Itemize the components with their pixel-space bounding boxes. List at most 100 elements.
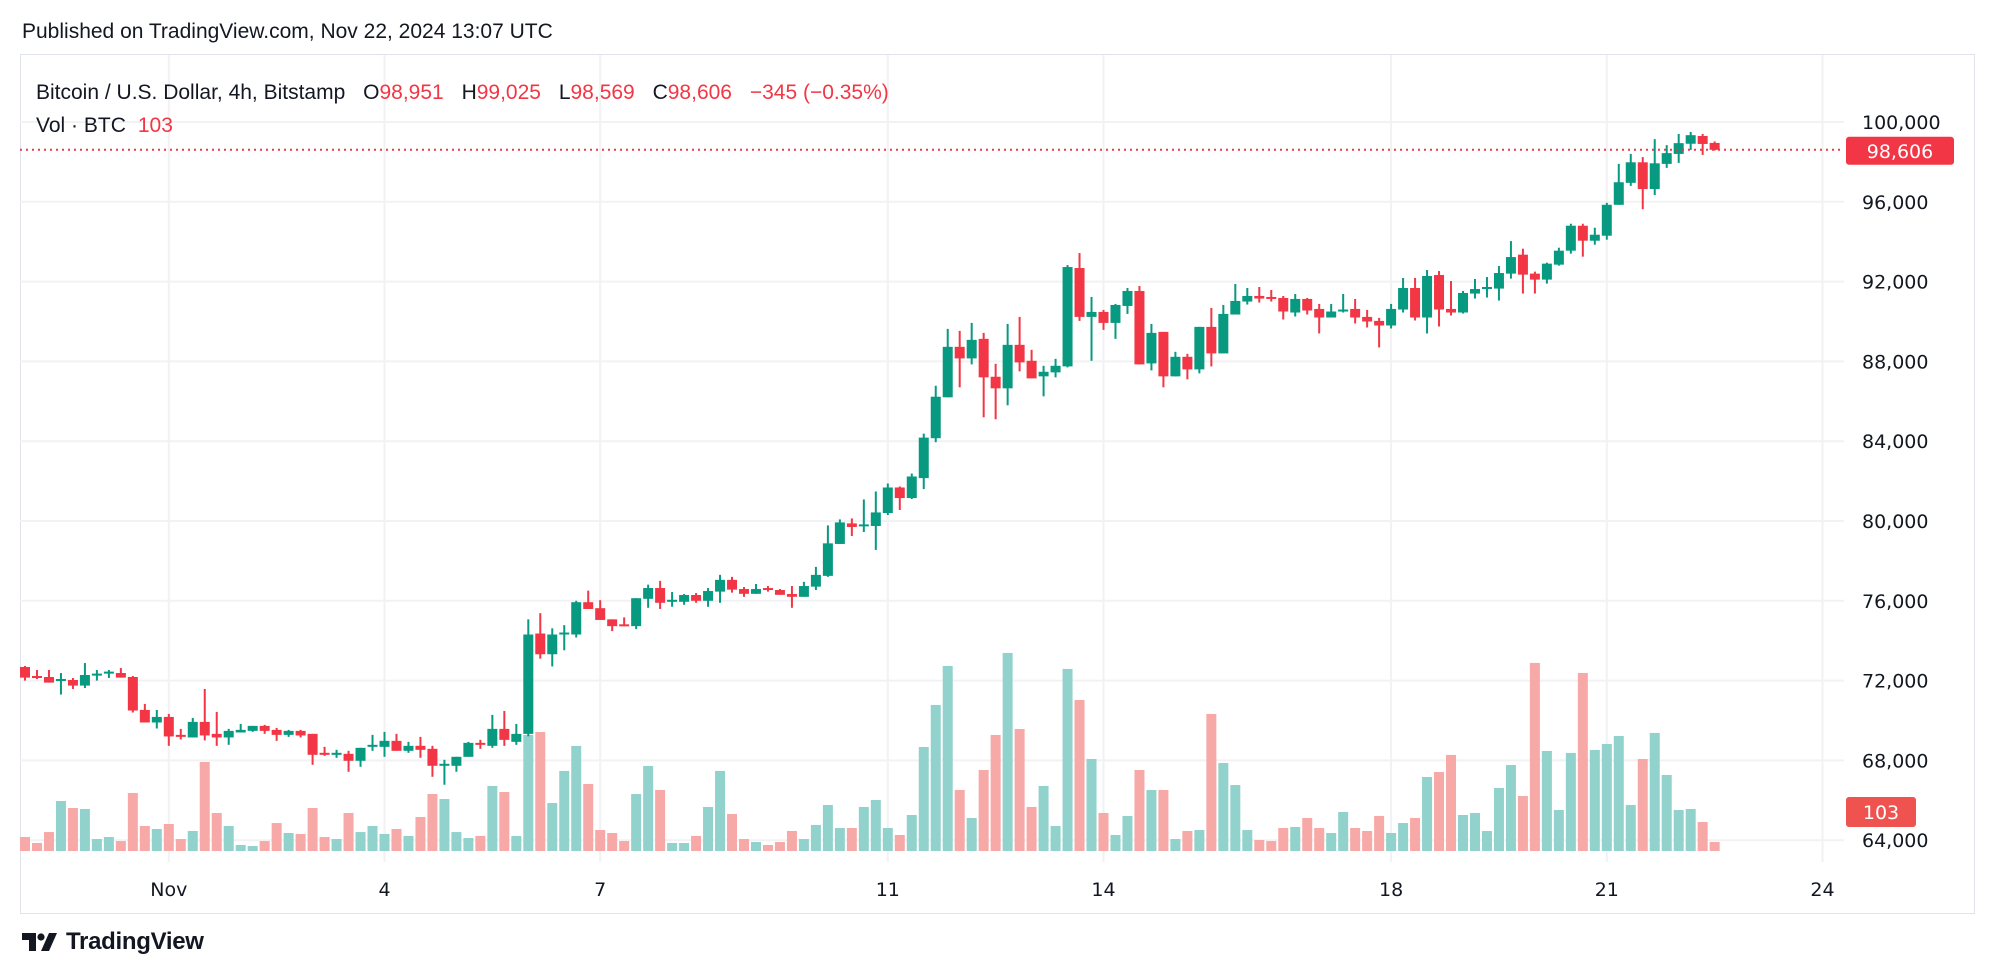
price-tick: 80,000 bbox=[1862, 511, 1928, 533]
candle-body bbox=[451, 756, 462, 766]
candle-body bbox=[235, 729, 246, 733]
volume-bar bbox=[91, 839, 102, 851]
candle bbox=[1589, 227, 1600, 245]
volume-bar bbox=[894, 835, 905, 851]
volume-bar bbox=[1302, 817, 1313, 851]
price-tick: 96,000 bbox=[1862, 192, 1928, 214]
candle bbox=[1410, 278, 1421, 321]
volume-bar bbox=[235, 844, 246, 851]
volume-bar bbox=[379, 833, 390, 851]
candle-body bbox=[1122, 290, 1133, 306]
volume-bar bbox=[1098, 812, 1109, 851]
date-tick: 4 bbox=[378, 879, 390, 901]
volume-label[interactable]: Vol · BTC bbox=[36, 114, 126, 137]
candle bbox=[1505, 241, 1516, 279]
candle-body bbox=[1302, 298, 1313, 311]
candle bbox=[211, 711, 222, 746]
candle-body bbox=[1362, 316, 1373, 322]
volume-bar bbox=[1661, 774, 1672, 851]
candle-body bbox=[643, 588, 654, 599]
chart-frame bbox=[20, 54, 1975, 914]
volume-bar bbox=[1062, 668, 1073, 851]
candle bbox=[750, 584, 761, 594]
price-tick: 68,000 bbox=[1862, 750, 1928, 772]
candle-body bbox=[1469, 288, 1480, 294]
volume-bar bbox=[1493, 787, 1504, 851]
volume-bar bbox=[415, 817, 426, 851]
volume-bar bbox=[463, 837, 474, 851]
candle bbox=[451, 756, 462, 772]
candle bbox=[1338, 293, 1349, 313]
candle bbox=[1014, 316, 1025, 372]
chart-legend: Bitcoin / U.S. Dollar, 4h, Bitstamp O98,… bbox=[36, 76, 889, 142]
candle-body bbox=[487, 728, 498, 746]
candle bbox=[1637, 157, 1648, 210]
candle-body bbox=[1434, 275, 1445, 310]
candle-body bbox=[271, 729, 282, 735]
volume-bar bbox=[1529, 662, 1540, 851]
change-value: −345 (−0.35%) bbox=[749, 81, 889, 104]
volume-bar bbox=[1338, 812, 1349, 851]
volume-bar bbox=[295, 833, 306, 851]
candle bbox=[535, 613, 546, 659]
candle bbox=[918, 433, 929, 490]
volume-bar bbox=[631, 794, 642, 851]
candle bbox=[882, 483, 893, 516]
candle-body bbox=[595, 608, 606, 620]
candle-wick bbox=[790, 586, 793, 608]
candle-wick bbox=[1042, 365, 1045, 397]
candle-body bbox=[870, 512, 881, 526]
candle bbox=[978, 332, 989, 418]
volume-bar bbox=[1458, 814, 1468, 851]
candle-body bbox=[607, 619, 618, 627]
volume-bar bbox=[1218, 762, 1229, 851]
candle bbox=[139, 703, 150, 723]
candle-body bbox=[1673, 143, 1684, 154]
volume-bar bbox=[367, 826, 378, 851]
candle-wick bbox=[179, 728, 182, 740]
candle bbox=[1446, 281, 1457, 316]
candle bbox=[990, 363, 1001, 420]
volume-bar bbox=[1481, 830, 1492, 851]
volume-bar bbox=[739, 839, 749, 851]
candle-body bbox=[187, 721, 198, 738]
volume-bar bbox=[655, 789, 666, 851]
candle-body bbox=[858, 524, 869, 527]
volume-bar bbox=[1158, 789, 1169, 851]
volume-bar bbox=[774, 841, 785, 851]
price-tick: 84,000 bbox=[1862, 431, 1928, 453]
candle-body bbox=[1517, 254, 1528, 275]
volume-bar bbox=[1434, 771, 1445, 851]
candle-wick bbox=[1018, 316, 1021, 372]
candle-body bbox=[1350, 308, 1361, 318]
volume-bar bbox=[331, 839, 342, 851]
volume-bar bbox=[1446, 754, 1457, 851]
symbol-name[interactable]: Bitcoin / U.S. Dollar, 4h, Bitstamp bbox=[36, 81, 346, 104]
price-axis[interactable]: 100,000 96,000 92,000 88,000 84,000 80,0… bbox=[1862, 112, 1941, 852]
candle-wick bbox=[898, 486, 901, 511]
volume-bar bbox=[43, 832, 54, 851]
candle bbox=[1314, 303, 1325, 334]
volume-bar bbox=[1601, 743, 1612, 851]
volume-bar bbox=[619, 841, 630, 851]
candle bbox=[834, 519, 845, 544]
candle bbox=[1553, 247, 1564, 266]
volume-bar bbox=[858, 806, 869, 851]
candle-body bbox=[1278, 297, 1289, 312]
candle bbox=[43, 670, 54, 683]
candle bbox=[1517, 248, 1528, 294]
candle-body bbox=[1601, 204, 1612, 236]
volume-bar bbox=[1709, 841, 1720, 851]
candle bbox=[475, 739, 486, 749]
tradingview-logo[interactable]: TradingView bbox=[22, 928, 204, 956]
last-volume-tag-bg bbox=[1846, 797, 1916, 827]
volume-bar bbox=[762, 844, 773, 851]
candle-body bbox=[1326, 311, 1337, 318]
candle bbox=[1254, 286, 1265, 303]
time-axis[interactable]: Nov 4 7 11 14 18 21 24 bbox=[150, 879, 1834, 901]
candle-body bbox=[1182, 356, 1193, 370]
candle-body bbox=[1589, 234, 1600, 241]
volume-bar bbox=[103, 837, 114, 851]
candle-body bbox=[343, 753, 354, 761]
